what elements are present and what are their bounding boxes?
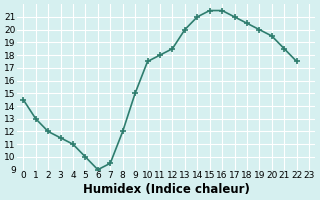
X-axis label: Humidex (Indice chaleur): Humidex (Indice chaleur) [83,183,250,196]
